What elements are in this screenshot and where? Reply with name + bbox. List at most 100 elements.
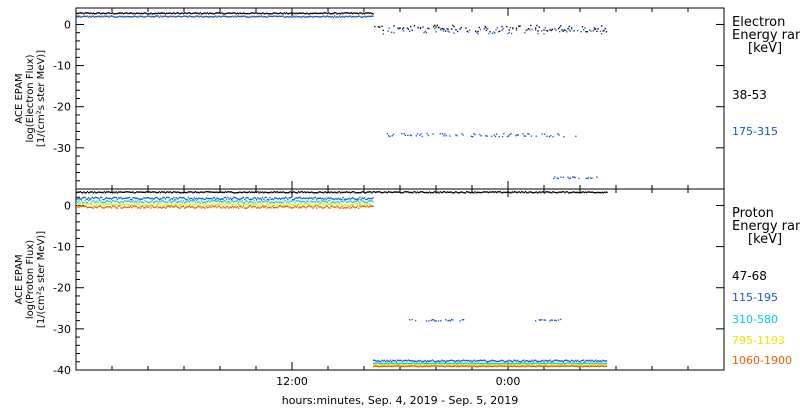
data-point-electron <box>205 15 207 18</box>
data-point-proton <box>97 205 99 208</box>
data-point-proton <box>559 364 561 366</box>
data-point-proton <box>308 202 311 205</box>
data-point-proton <box>561 364 563 366</box>
data-point-proton <box>76 198 78 201</box>
data-point-proton <box>518 364 520 366</box>
data-point-electron <box>246 13 248 15</box>
data-point-proton <box>507 364 509 366</box>
data-point-proton <box>238 207 240 209</box>
data-point-proton <box>585 362 587 364</box>
data-point-proton <box>180 199 182 202</box>
data-point-proton <box>199 202 201 204</box>
data-point-electron <box>146 15 149 17</box>
data-point-proton <box>187 191 189 193</box>
data-point-proton <box>354 203 356 205</box>
data-point-electron <box>160 12 162 14</box>
data-point-proton <box>366 203 368 205</box>
data-point-proton <box>574 362 576 365</box>
electron-legend-title-3: [keV] <box>748 41 783 56</box>
data-point-proton <box>439 362 441 364</box>
data-point-proton <box>445 319 447 321</box>
data-point-proton <box>211 205 213 207</box>
data-point-proton <box>387 364 389 366</box>
data-point-proton <box>515 362 518 364</box>
data-point-proton <box>399 365 401 367</box>
data-point-proton <box>360 200 362 202</box>
data-point-proton <box>334 202 336 205</box>
data-point-proton <box>290 207 293 209</box>
data-point-electron <box>166 15 168 18</box>
data-point-proton <box>605 365 608 367</box>
data-point-proton <box>188 191 191 193</box>
data-point-proton <box>236 203 239 205</box>
data-point-electron <box>263 15 265 18</box>
data-point-proton <box>134 205 137 207</box>
data-point-proton <box>301 198 303 200</box>
data-point-proton <box>599 191 601 194</box>
data-point-proton <box>448 191 450 193</box>
data-point-proton <box>490 364 492 366</box>
data-point-electron <box>227 12 229 14</box>
data-point-proton <box>347 191 349 193</box>
data-point-proton <box>497 365 500 367</box>
data-point-proton <box>417 364 419 366</box>
data-point-proton <box>506 365 508 367</box>
data-point-proton <box>571 364 573 367</box>
data-point-proton <box>124 200 126 202</box>
data-point-proton <box>560 360 562 362</box>
data-point-electron <box>302 12 305 14</box>
data-point-electron <box>371 13 373 15</box>
data-point-proton <box>91 200 93 202</box>
data-point-proton <box>170 205 173 207</box>
data-point-electron <box>254 16 257 18</box>
data-point-electron <box>101 12 103 15</box>
data-point-proton <box>436 362 438 364</box>
data-point-proton <box>145 205 147 208</box>
data-point-proton <box>502 191 504 194</box>
data-point-proton <box>205 197 207 199</box>
data-point-proton <box>554 359 556 361</box>
data-point-electron <box>397 27 399 29</box>
data-point-proton <box>92 207 95 209</box>
data-point-proton <box>169 201 171 203</box>
data-point-proton <box>120 207 122 209</box>
data-point-electron <box>194 12 197 14</box>
data-point-electron <box>170 12 173 15</box>
data-point-proton <box>571 365 573 367</box>
data-point-proton <box>145 197 147 199</box>
data-point-proton <box>447 364 449 366</box>
data-point-proton <box>262 196 264 199</box>
data-point-proton <box>101 203 103 206</box>
data-point-electron <box>212 13 215 15</box>
data-point-proton <box>404 362 406 365</box>
data-point-proton <box>311 197 313 199</box>
data-point-proton <box>103 198 105 201</box>
data-point-proton <box>406 360 408 362</box>
data-point-proton <box>101 206 103 209</box>
data-point-electron <box>262 16 264 18</box>
data-point-proton <box>192 203 194 206</box>
data-point-proton <box>511 365 513 367</box>
data-point-proton <box>525 365 527 368</box>
data-point-proton <box>459 320 461 322</box>
data-point-proton <box>530 362 532 364</box>
data-point-electron <box>280 15 282 18</box>
data-point-electron <box>235 13 237 15</box>
data-point-proton <box>79 198 81 200</box>
data-point-electron <box>480 135 482 137</box>
data-point-proton <box>79 191 81 193</box>
data-point-electron <box>434 28 436 30</box>
data-point-proton <box>471 364 473 366</box>
data-point-electron <box>226 12 228 14</box>
data-point-electron <box>109 12 111 15</box>
data-point-electron <box>476 31 478 34</box>
data-point-proton <box>605 362 608 365</box>
data-point-proton <box>289 206 291 208</box>
data-point-proton <box>328 197 330 199</box>
data-point-electron <box>212 16 215 18</box>
data-point-proton <box>90 203 92 206</box>
data-point-proton <box>262 205 264 207</box>
data-point-proton <box>400 365 402 368</box>
data-point-proton <box>210 197 212 200</box>
data-point-electron <box>341 12 343 14</box>
